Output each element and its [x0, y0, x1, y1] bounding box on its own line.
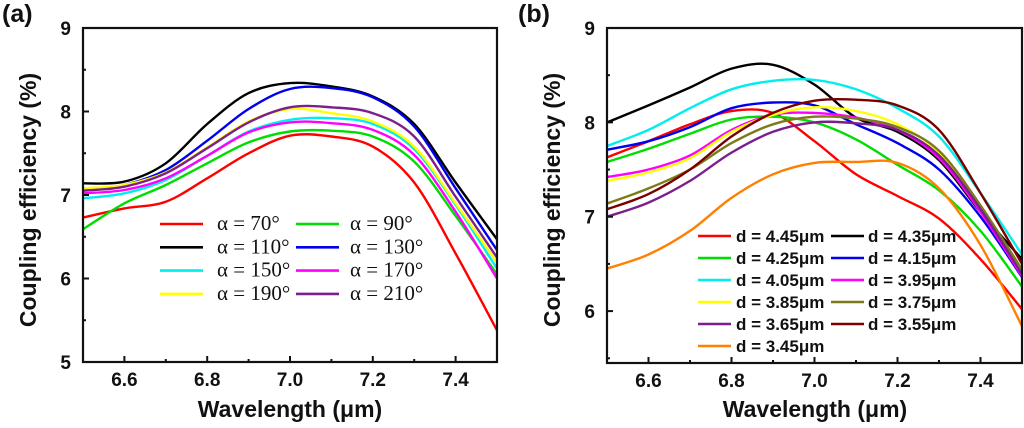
- legend-item: d = 3.75μm: [831, 293, 956, 312]
- legend-item: d = 4.15μm: [831, 249, 956, 268]
- y-tick-label: 5: [60, 353, 71, 374]
- legend-label: α = 170°: [350, 258, 423, 282]
- legend-item: α = 170°: [296, 258, 423, 282]
- legend-label: d = 3.55μm: [868, 315, 956, 334]
- legend-item: d = 3.95μm: [831, 271, 956, 290]
- series-line-4: [83, 85, 497, 251]
- x-tick-label: 6.6: [111, 370, 137, 391]
- x-tick-label: 7.2: [360, 370, 386, 391]
- legend-item: d = 4.45μm: [698, 227, 824, 246]
- series-line-4: [607, 101, 1022, 278]
- series-line-6: [83, 120, 497, 280]
- panel-b-y-ticks: 6 7 8 9: [584, 19, 613, 360]
- y-tick-label: 7: [584, 208, 595, 229]
- legend-item: α = 190°: [160, 281, 290, 305]
- panel-a-y-axis-title: Coupling efficiency (%): [15, 73, 41, 327]
- legend-label: d = 3.45μm: [736, 337, 824, 356]
- y-tick-label: 9: [60, 19, 71, 40]
- legend-item: α = 210°: [296, 281, 423, 305]
- panel-a-x-ticks: 6.6 6.8 7.0 7.2 7.4: [111, 356, 469, 391]
- legend-label: d = 3.65μm: [736, 315, 824, 334]
- legend-item: d = 3.55μm: [831, 315, 956, 334]
- legend-label: d = 4.15μm: [868, 249, 956, 268]
- x-tick-label: 7.4: [967, 371, 994, 392]
- legend-item: α = 150°: [160, 258, 290, 282]
- legend-label: d = 3.95μm: [868, 271, 956, 290]
- series-line-9: [607, 120, 1022, 275]
- series-line-2: [83, 128, 497, 275]
- panel-a: (a) 6.6 6.8 7.0 7.2 7.4 5 6 7 8 9 Wavelength (μm…: [2, 0, 499, 422]
- series-line-3: [83, 81, 497, 241]
- legend-label: d = 4.05μm: [736, 271, 824, 290]
- panel-a-legend: α = 70° α = 90°α = 110° α = 130°α = 150° α …: [160, 211, 423, 305]
- panel-b: (b) 6.6 6.8 7.0 7.2 7.4 6 7 8 9 Wavelength (μm)…: [518, 0, 1024, 422]
- y-tick-label: 6: [584, 302, 595, 323]
- legend-label: α = 150°: [217, 258, 290, 282]
- panel-b-legend: d = 4.45μm d = 4.35μm d = 4.25μm d = 4.15μm…: [698, 227, 956, 356]
- legend-label: d = 4.45μm: [736, 227, 824, 246]
- panel-a-label: (a): [2, 0, 33, 28]
- x-tick-label: 6.6: [635, 371, 661, 392]
- y-tick-label: 8: [60, 103, 71, 124]
- legend-label: d = 3.75μm: [868, 293, 956, 312]
- x-tick-label: 7.0: [801, 371, 827, 392]
- legend-label: α = 90°: [350, 211, 413, 235]
- x-tick-label: 6.8: [718, 371, 744, 392]
- y-tick-label: 6: [60, 270, 71, 291]
- panel-b-frame: [605, 26, 1024, 365]
- x-tick-label: 7.2: [884, 371, 910, 392]
- y-tick-label: 8: [584, 113, 595, 134]
- legend-item: d = 3.65μm: [698, 315, 824, 334]
- series-line-1: [607, 108, 1022, 310]
- legend-item: α = 90°: [296, 211, 413, 235]
- panel-a-y-ticks: 5 6 7 8 9: [60, 19, 89, 374]
- legend-item: α = 70°: [160, 211, 280, 235]
- legend-label: α = 210°: [350, 281, 423, 305]
- legend-item: d = 3.85μm: [698, 293, 824, 312]
- y-tick-label: 7: [60, 186, 71, 207]
- legend-label: d = 4.35μm: [868, 227, 956, 246]
- y-tick-label: 9: [584, 19, 595, 40]
- series-line-11: [607, 159, 1022, 327]
- x-tick-label: 7.0: [277, 370, 303, 391]
- legend-item: d = 4.25μm: [698, 249, 824, 268]
- legend-label: α = 110°: [217, 234, 289, 258]
- legend-item: α = 110°: [160, 234, 289, 258]
- panel-b-x-ticks: 6.6 6.8 7.0 7.2 7.4: [635, 357, 994, 392]
- series-line-10: [607, 97, 1022, 265]
- series-line-8: [83, 104, 497, 259]
- series-line-5: [607, 77, 1022, 256]
- legend-label: α = 190°: [217, 281, 290, 305]
- legend-item: α = 130°: [296, 234, 423, 258]
- x-tick-label: 7.4: [442, 370, 469, 391]
- x-tick-label: 6.8: [194, 370, 220, 391]
- legend-label: α = 70°: [217, 211, 280, 235]
- legend-label: d = 4.25μm: [736, 249, 824, 268]
- legend-label: d = 3.85μm: [736, 293, 824, 312]
- legend-item: d = 4.35μm: [831, 227, 956, 246]
- panel-b-curves: [607, 62, 1022, 327]
- panel-b-x-axis-title: Wavelength (μm): [723, 396, 907, 422]
- series-line-6: [607, 111, 1022, 277]
- series-line-1: [83, 133, 497, 331]
- panel-a-x-axis-title: Wavelength (μm): [198, 396, 382, 422]
- panel-a-curves: [83, 81, 497, 331]
- panel-b-label: (b): [518, 0, 550, 28]
- legend-item: d = 3.45μm: [698, 337, 824, 356]
- legend-item: d = 4.05μm: [698, 271, 824, 290]
- legend-label: α = 130°: [350, 234, 423, 258]
- panel-b-y-axis-title: Coupling efficiency (%): [539, 73, 565, 327]
- series-line-8: [607, 115, 1022, 271]
